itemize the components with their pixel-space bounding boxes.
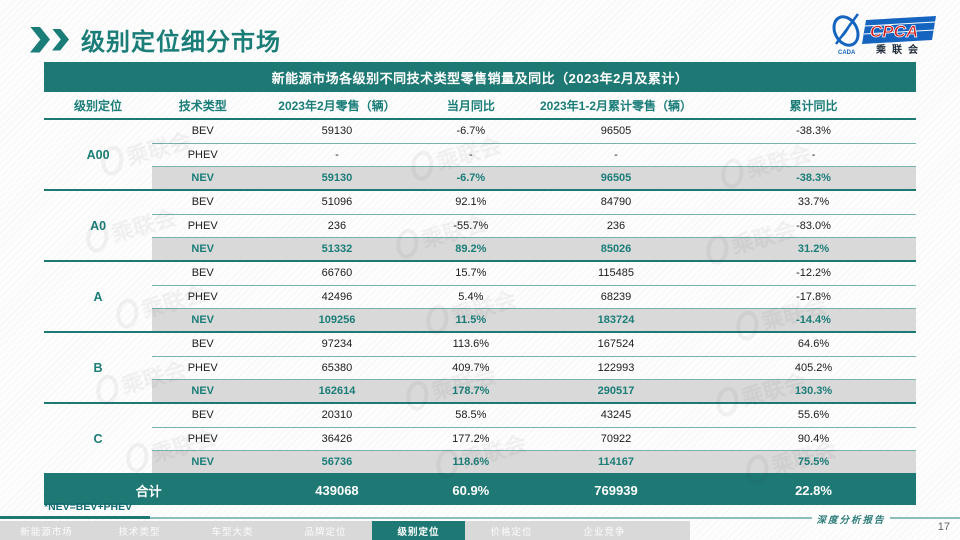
column-header: 当月同比 bbox=[446, 98, 495, 113]
table-group-a00: A00 BEV 59130 -6.7% 96505 -38.3% PHEV - … bbox=[44, 120, 916, 191]
cada-swirl-icon bbox=[832, 13, 860, 47]
table-header-row: 级别定位 技术类型 2023年2月零售（辆） 当月同比 2023年1-2月累计零… bbox=[44, 92, 916, 120]
tab-model-category[interactable]: 车型大类 bbox=[211, 526, 254, 538]
table-row: PHEV - - - - bbox=[44, 143, 916, 166]
cpca-cn-text: 乘联会 bbox=[875, 43, 924, 56]
table-row: BEV 97234 113.6% 167524 64.6% bbox=[191, 338, 830, 350]
report-label: 深度分析报告 bbox=[812, 509, 890, 529]
table-row-nev: NEV 59130 -6.7% 96505 -38.3% bbox=[44, 166, 916, 189]
table-total-row: 合计 439068 60.9% 769939 22.8% bbox=[44, 475, 916, 505]
table-row: BEV 51096 92.1% 84790 33.7% bbox=[191, 196, 830, 208]
page-number: 17 bbox=[937, 521, 950, 533]
table-row-nev: NEV 56736 118.6% 114167 75.5% bbox=[44, 450, 916, 473]
column-header: 级别定位 bbox=[74, 98, 123, 113]
cpca-badge: CPCA bbox=[862, 16, 936, 44]
column-header: 技术类型 bbox=[178, 98, 227, 113]
tab-price-positioning[interactable]: 价格定位 bbox=[490, 526, 533, 538]
tab-enterprise-competition[interactable]: 企业竞争 bbox=[583, 526, 626, 538]
group-label: C bbox=[93, 431, 103, 446]
data-table: 新能源市场各级别不同技术类型零售销量及同比（2023年2月及累计） 级别定位 技… bbox=[44, 62, 916, 505]
tab-new-energy-market[interactable]: 新能源市场 bbox=[20, 526, 73, 538]
column-header: 2023年1-2月累计零售（辆） bbox=[539, 98, 693, 113]
tab-brand-positioning[interactable]: 品牌定位 bbox=[304, 526, 347, 538]
group-label: B bbox=[93, 360, 103, 375]
chevron-right-icon bbox=[52, 28, 69, 51]
cada-label: CADA bbox=[838, 50, 856, 56]
group-label: A bbox=[93, 289, 103, 304]
tab-tech-type[interactable]: 技术类型 bbox=[118, 526, 161, 538]
page-title: 级别定位细分市场 bbox=[81, 29, 281, 56]
table-row-nev: NEV 162614 178.7% 290517 130.3% bbox=[44, 379, 916, 402]
tab-level-positioning[interactable]: 级别定位 bbox=[372, 521, 465, 540]
footnote: *NEV=BEV+PHEV bbox=[44, 501, 133, 513]
bottom-rule-accent bbox=[0, 516, 150, 519]
column-header: 2023年2月零售（辆） bbox=[278, 98, 396, 113]
table-row: PHEV 236 -55.7% 236 -83.0% bbox=[44, 214, 916, 237]
table-row-nev: NEV 109256 11.5% 183724 -14.4% bbox=[44, 308, 916, 331]
total-label: 合计 bbox=[135, 483, 162, 499]
table-group-c: C BEV 20310 58.5% 43245 55.6% PHEV 36426… bbox=[44, 404, 916, 475]
table-row: PHEV 42496 5.4% 68239 -17.8% bbox=[44, 285, 916, 308]
cpca-logo: CADA CPCA 乘联会 bbox=[832, 13, 936, 56]
cpca-text: CPCA bbox=[870, 22, 918, 41]
chevron-right-icon bbox=[30, 26, 50, 53]
group-label: A00 bbox=[86, 147, 110, 162]
group-label: A0 bbox=[90, 218, 107, 233]
page-header: 级别定位细分市场 bbox=[30, 22, 281, 57]
table-group-a0: A0 BEV 51096 92.1% 84790 33.7% PHEV 236 … bbox=[44, 191, 916, 262]
table-row: PHEV 36426 177.2% 70922 90.4% bbox=[44, 427, 916, 450]
table-title: 新能源市场各级别不同技术类型零售销量及同比（2023年2月及累计） bbox=[44, 62, 916, 92]
column-header: 累计同比 bbox=[789, 98, 838, 113]
table-group-a: A BEV 66760 15.7% 115485 -12.2% PHEV 424… bbox=[44, 262, 916, 333]
table-row: BEV 66760 15.7% 115485 -12.2% bbox=[191, 267, 831, 279]
bottom-rule bbox=[0, 517, 960, 519]
table-group-b: B BEV 97234 113.6% 167524 64.6% PHEV 653… bbox=[44, 333, 916, 404]
table-row: BEV 59130 -6.7% 96505 -38.3% bbox=[191, 125, 831, 137]
table-row: PHEV 65380 409.7% 122993 405.2% bbox=[44, 356, 916, 379]
table-row-nev: NEV 51332 89.2% 85026 31.2% bbox=[44, 237, 916, 260]
section-tabbar: 新能源市场 技术类型 车型大类 品牌定位 级别定位 价格定位 企业竞争 bbox=[0, 521, 690, 540]
table-row: BEV 20310 58.5% 43245 55.6% bbox=[191, 409, 830, 421]
